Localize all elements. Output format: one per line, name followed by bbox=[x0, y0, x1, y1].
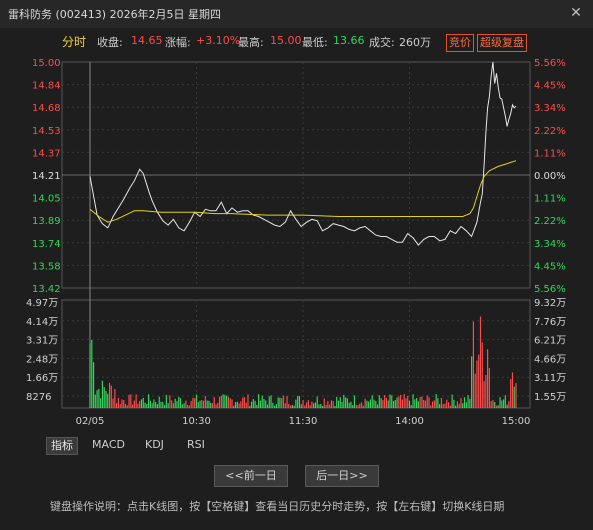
low-value: 13.66 bbox=[333, 34, 365, 47]
volume-label: 成交: bbox=[369, 36, 395, 49]
tab-indicators[interactable]: 指标 bbox=[46, 437, 78, 455]
volume-right-tick-label: 7.76万 bbox=[534, 317, 566, 328]
next-day-button[interactable]: 后一日>> bbox=[305, 465, 379, 487]
change-tick-label: 5.56% bbox=[534, 284, 566, 295]
volume-tick-label: 2.48万 bbox=[26, 354, 58, 365]
price-tick-label: 14.53 bbox=[32, 126, 61, 137]
change-tick-label: 5.56% bbox=[534, 58, 566, 69]
time-tick-label: 11:30 bbox=[289, 416, 318, 427]
high-label: 最高: bbox=[238, 36, 264, 49]
auction-button[interactable]: 竞价 bbox=[446, 34, 474, 52]
time-tick-label: 02/05 bbox=[76, 416, 105, 427]
prev-day-button[interactable]: <<前一日 bbox=[214, 465, 288, 487]
mode-label: 分时 bbox=[62, 35, 87, 49]
price-tick-label: 13.58 bbox=[32, 261, 61, 272]
quote-info-bar: 分时 收盘: 14.65 涨幅: +3.10% 最高: 15.00 最低: 13… bbox=[0, 30, 593, 52]
title-bar: 雷科防务 (002413) 2026年2月5日 星期四 ✕ bbox=[0, 0, 593, 28]
tab-kdj[interactable]: KDJ bbox=[145, 438, 164, 451]
time-tick-label: 10:30 bbox=[182, 416, 211, 427]
volume-right-tick-label: 3.11万 bbox=[534, 373, 566, 384]
average-price-line bbox=[89, 160, 517, 223]
volume-right-tick-label: 1.55万 bbox=[534, 392, 566, 403]
time-tick-label: 14:00 bbox=[395, 416, 424, 427]
change-tick-label: 0.00% bbox=[534, 171, 566, 182]
price-tick-label: 14.05 bbox=[32, 194, 61, 205]
change-tick-label: 1.11% bbox=[534, 194, 566, 205]
close-button[interactable]: ✕ bbox=[570, 5, 582, 21]
volume-right-tick-label: 6.21万 bbox=[534, 336, 566, 347]
volume-tick-label: 4.97万 bbox=[26, 298, 58, 309]
change-tick-label: 1.11% bbox=[534, 148, 566, 159]
price-tick-label: 14.68 bbox=[32, 103, 61, 114]
intraday-chart[interactable]: 15.00 5.56% 14.84 4.45% 14.68 3.34% 14.53 2.22%… bbox=[0, 52, 593, 437]
price-line bbox=[89, 61, 517, 246]
volume-right-tick-label: 4.66万 bbox=[534, 354, 566, 365]
price-tick-label: 13.74 bbox=[32, 239, 61, 250]
tab-rsi[interactable]: RSI bbox=[187, 438, 205, 451]
time-tick-label: 15:00 bbox=[502, 416, 531, 427]
price-tick-label: 14.37 bbox=[32, 148, 61, 159]
change-tick-label: 2.22% bbox=[534, 126, 566, 137]
high-value: 15.00 bbox=[270, 34, 302, 47]
volume-right-tick-label: 9.32万 bbox=[534, 298, 566, 309]
change-tick-label: 2.22% bbox=[534, 216, 566, 227]
price-tick-label: 14.84 bbox=[32, 81, 61, 92]
volume-panel-frame bbox=[61, 299, 531, 409]
change-tick-label: 3.34% bbox=[534, 239, 566, 250]
change-tick-label: 3.34% bbox=[534, 103, 566, 114]
change-label: 涨幅: bbox=[165, 36, 191, 49]
change-tick-label: 4.45% bbox=[534, 261, 566, 272]
change-tick-label: 4.45% bbox=[534, 81, 566, 92]
volume-tick-label: 4.14万 bbox=[26, 317, 58, 328]
close-label: 收盘: bbox=[97, 36, 123, 49]
window-title: 雷科防务 (002413) 2026年2月5日 星期四 bbox=[8, 8, 222, 21]
volume-tick-label: 1.66万 bbox=[26, 373, 58, 384]
close-value: 14.65 bbox=[131, 34, 163, 47]
tab-macd[interactable]: MACD bbox=[92, 438, 125, 451]
price-tick-label: 14.21 bbox=[32, 171, 61, 182]
volume-tick-label: 3.31万 bbox=[26, 336, 58, 347]
price-tick-label: 15.00 bbox=[32, 58, 61, 69]
volume-value: 260万 bbox=[399, 36, 431, 49]
super-restore-button[interactable]: 超级复盘 bbox=[477, 34, 527, 52]
price-tick-label: 13.89 bbox=[32, 216, 61, 227]
change-value: +3.10% bbox=[196, 34, 241, 47]
keyboard-help-text: 键盘操作说明：点击K线图，按【空格键】查看当日历史分时走势，按【左右键】切换K线… bbox=[50, 500, 505, 513]
price-tick-label: 13.42 bbox=[32, 284, 61, 295]
volume-tick-label: 8276 bbox=[26, 392, 51, 403]
low-label: 最低: bbox=[302, 36, 328, 49]
